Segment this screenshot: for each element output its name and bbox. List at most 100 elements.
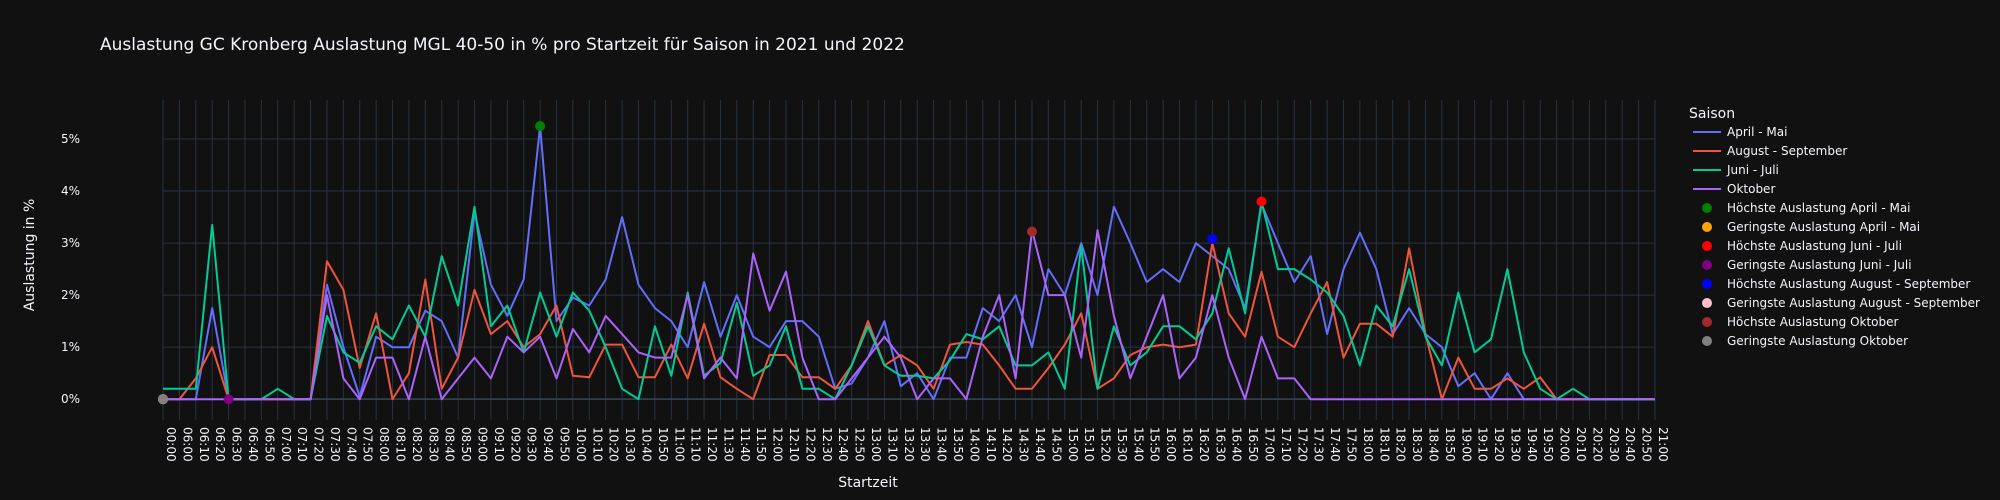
x-axis-title: Startzeit <box>838 475 898 491</box>
x-tick-label: 13:10 <box>885 427 899 462</box>
legend-marker-swatch <box>1702 222 1712 232</box>
y-tick-label: 0% <box>61 392 80 406</box>
legend-item[interactable]: April - Mai <box>1727 125 1787 139</box>
x-tick-label: 08:40 <box>443 427 457 462</box>
x-tick-label: 10:50 <box>656 427 670 462</box>
x-tick-label: 13:30 <box>918 427 932 462</box>
x-tick-label: 06:20 <box>213 427 227 462</box>
x-tick-label: 09:20 <box>508 427 522 462</box>
marker-point[interactable] <box>1207 233 1218 244</box>
series-line-august-september[interactable] <box>163 242 1655 401</box>
x-tick-label: 07:50 <box>361 427 375 462</box>
x-tick-label: 11:40 <box>738 427 752 462</box>
x-tick-label: 17:40 <box>1328 427 1342 462</box>
x-tick-label: 08:30 <box>426 427 440 462</box>
x-tick-label: 14:00 <box>967 427 981 462</box>
x-tick-label: 18:30 <box>1410 427 1424 462</box>
legend-marker-swatch <box>1702 279 1712 289</box>
x-tick-label: 12:40 <box>836 427 850 462</box>
legend-marker-swatch <box>1702 203 1712 213</box>
x-tick-label: 16:20 <box>1197 427 1211 462</box>
legend-item[interactable]: August - September <box>1727 144 1847 158</box>
x-tick-label: 16:40 <box>1230 427 1244 462</box>
x-tick-label: 18:00 <box>1361 427 1375 462</box>
legend-item[interactable]: Juni - Juli <box>1726 163 1779 177</box>
legend-item[interactable]: Oktober <box>1727 182 1775 196</box>
legend-marker-swatch <box>1702 260 1712 270</box>
y-tick-label: 5% <box>61 132 80 146</box>
x-tick-label: 15:50 <box>1148 427 1162 462</box>
y-axis-title: Auslastung in % <box>22 199 38 312</box>
x-tick-label: 10:30 <box>623 427 637 462</box>
legend-marker-swatch <box>1702 241 1712 251</box>
x-tick-label: 14:20 <box>1000 427 1014 462</box>
x-tick-label: 19:00 <box>1459 427 1473 462</box>
legend-item[interactable]: Geringste Auslastung August - September <box>1727 296 1980 310</box>
x-tick-label: 15:40 <box>1131 427 1145 462</box>
x-tick-label: 09:00 <box>476 427 490 462</box>
x-tick-label: 18:50 <box>1443 427 1457 462</box>
x-tick-label: 16:00 <box>1164 427 1178 462</box>
x-tick-label: 15:30 <box>1115 427 1129 462</box>
legend-item[interactable]: Höchste Auslastung August - September <box>1727 277 1970 291</box>
legend-item[interactable]: Höchste Auslastung Oktober <box>1727 315 1899 329</box>
marker-point[interactable] <box>535 121 546 132</box>
x-tick-label: 18:40 <box>1426 427 1440 462</box>
y-axis: 0% 1% 2% 3% 4% 5% <box>61 132 80 406</box>
x-tick-label: 15:00 <box>1066 427 1080 462</box>
x-tick-label: 13:50 <box>951 427 965 462</box>
x-tick-label: 10:10 <box>590 427 604 462</box>
x-tick-label: 07:10 <box>295 427 309 462</box>
legend[interactable]: Saison April - Mai August - September Juni… <box>1689 106 1980 348</box>
marker-point[interactable] <box>223 394 234 405</box>
x-tick-label: 17:20 <box>1295 427 1309 462</box>
x-tick-label: 17:00 <box>1263 427 1277 462</box>
x-tick-label: 17:10 <box>1279 427 1293 462</box>
legend-item[interactable]: Geringste Auslastung Oktober <box>1727 334 1908 348</box>
x-tick-label: 15:20 <box>1099 427 1113 462</box>
grid <box>162 100 1656 420</box>
legend-marker-swatch <box>1702 317 1712 327</box>
x-tick-label: 06:30 <box>230 427 244 462</box>
x-tick-label: 09:10 <box>492 427 506 462</box>
marker-point[interactable] <box>1256 196 1267 207</box>
legend-item[interactable]: Höchste Auslastung Juni - Juli <box>1727 239 1902 253</box>
x-tick-label: 08:10 <box>394 427 408 462</box>
marker-point[interactable] <box>1026 226 1037 237</box>
x-tick-label: 10:00 <box>574 427 588 462</box>
x-tick-label: 20:10 <box>1574 427 1588 462</box>
x-tick-label: 14:10 <box>984 427 998 462</box>
marker-point[interactable] <box>158 394 168 405</box>
x-tick-label: 13:00 <box>869 427 883 462</box>
x-tick-label: 20:50 <box>1640 427 1654 462</box>
x-tick-label: 11:10 <box>689 427 703 462</box>
x-tick-label: 16:50 <box>1246 427 1260 462</box>
x-tick-label: 12:10 <box>787 427 801 462</box>
x-tick-label: 11:50 <box>754 427 768 462</box>
x-tick-label: 06:10 <box>197 427 211 462</box>
x-tick-label: 11:00 <box>672 427 686 462</box>
chart-title: Auslastung GC Kronberg Auslastung MGL 40… <box>100 35 905 55</box>
x-tick-label: 19:40 <box>1525 427 1539 462</box>
x-tick-label: 07:00 <box>279 427 293 462</box>
x-tick-label: 19:10 <box>1476 427 1490 462</box>
legend-item[interactable]: Geringste Auslastung April - Mai <box>1727 220 1920 234</box>
x-tick-label: 16:30 <box>1213 427 1227 462</box>
legend-item[interactable]: Geringste Auslastung Juni - Juli <box>1727 258 1912 272</box>
x-tick-label: 12:50 <box>853 427 867 462</box>
x-tick-label: 21:00 <box>1656 427 1670 462</box>
x-tick-label: 12:30 <box>820 427 834 462</box>
y-tick-label: 2% <box>61 288 80 302</box>
x-tick-label: 19:30 <box>1508 427 1522 462</box>
x-tick-label: 19:20 <box>1492 427 1506 462</box>
x-tick-label: 20:00 <box>1558 427 1572 462</box>
legend-marker-swatch <box>1702 336 1712 346</box>
legend-item[interactable]: Höchste Auslastung April - Mai <box>1727 201 1911 215</box>
x-tick-label: 09:40 <box>541 427 555 462</box>
x-tick-label: 12:00 <box>771 427 785 462</box>
y-tick-label: 4% <box>61 184 80 198</box>
x-tick-label: 06:40 <box>246 427 260 462</box>
series-line-oktober[interactable] <box>163 229 1655 401</box>
x-tick-label: 09:30 <box>525 427 539 462</box>
x-tick-label: 07:20 <box>312 427 326 462</box>
